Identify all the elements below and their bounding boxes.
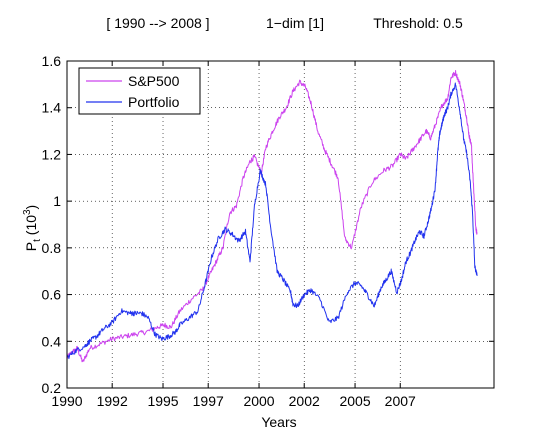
x-tick-label: 2007 — [385, 393, 416, 409]
axis-ticks — [66, 60, 494, 389]
y-tick-label: 1 — [53, 193, 61, 209]
y-axis-title-unit-close: ) — [23, 205, 39, 210]
y-axis-title-main: P — [23, 242, 39, 251]
y-tick-label: 1.6 — [42, 53, 62, 69]
y-tick-label: 0.2 — [42, 380, 62, 396]
tick-labels: 1990 1992 1995 1997 2000 2002 2005 2007 0.2 0.4 0.… — [42, 53, 416, 409]
legend: S&P500 Portfolio — [78, 67, 201, 115]
x-tick-label: 2005 — [339, 393, 370, 409]
series-lines — [66, 70, 478, 363]
y-tick-label: 1.4 — [42, 100, 62, 116]
x-tick-label: 2000 — [243, 393, 274, 409]
legend-box — [78, 67, 201, 115]
y-tick-label: 1.2 — [42, 146, 62, 162]
x-tick-label: 1990 — [51, 393, 82, 409]
y-tick-label: 0.8 — [42, 240, 62, 256]
y-axis-title: Pt (103) — [22, 205, 43, 251]
axes-frame — [66, 60, 495, 389]
y-axis-title-exponent: 3 — [22, 209, 33, 215]
threshold-label: Threshold: 0.5 — [373, 15, 463, 31]
legend-label-sp500: S&P500 — [128, 73, 180, 89]
series-line-portfolio — [66, 82, 478, 360]
x-axis-title: Years — [261, 414, 296, 430]
y-axis-title-unit: (10 — [23, 215, 39, 239]
dimension-label: 1−dim [1] — [266, 15, 324, 31]
y-tick-label: 0.4 — [42, 333, 62, 349]
series-line-sp500 — [66, 70, 478, 363]
y-tick-label: 0.6 — [42, 287, 62, 303]
legend-label-portfolio: Portfolio — [128, 94, 180, 110]
plot-area: 1990 1992 1995 1997 2000 2002 2005 2007 0.2 0.4 0.… — [42, 53, 495, 409]
period-label: [ 1990 --> 2008 ] — [106, 15, 209, 31]
x-tick-label: 2002 — [289, 393, 320, 409]
y-axis-title-subscript: t — [32, 239, 43, 242]
grid — [67, 61, 494, 388]
x-tick-label: 1992 — [97, 393, 128, 409]
x-tick-label: 1995 — [147, 393, 178, 409]
x-tick-label: 1997 — [193, 393, 224, 409]
